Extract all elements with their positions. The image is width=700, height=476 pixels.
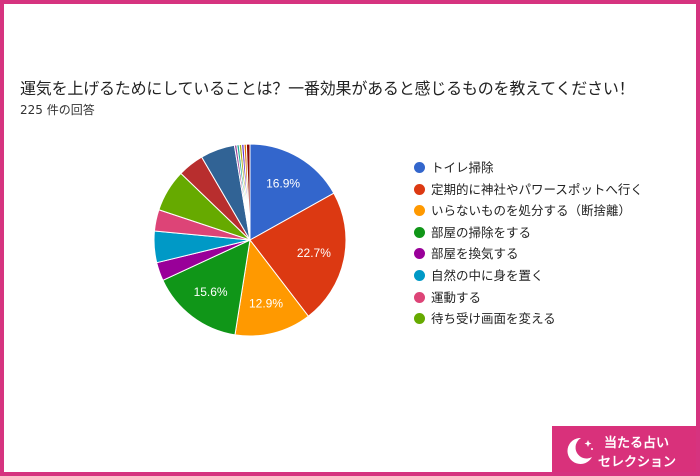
legend-swatch	[414, 205, 425, 217]
logo-text-line2: セレクション	[598, 455, 677, 470]
legend-label: 待ち受け画面を変える	[431, 311, 556, 327]
legend-item: 部屋の掃除をする	[414, 224, 643, 246]
legend-label: 部屋の掃除をする	[431, 224, 532, 240]
legend-label: いらないものを処分する（断捨離）	[431, 203, 632, 219]
crescent-moon-icon	[567, 437, 593, 464]
pie-slices	[153, 143, 347, 337]
pie-data-label: 22.7%	[297, 246, 331, 260]
legend-swatch	[414, 162, 425, 173]
pie-data-label: 12.9%	[249, 296, 283, 310]
pie-slice	[249, 192, 347, 317]
legend-label: 運動する	[431, 289, 482, 305]
legend-item: トイレ掃除	[414, 159, 643, 181]
legend-item: 部屋を換気する	[414, 245, 643, 267]
legend-label: トイレ掃除	[431, 160, 494, 175]
legend-item: いらないものを処分する（断捨離）	[414, 202, 643, 224]
legend-label: 自然の中に身を置く	[431, 267, 544, 283]
chart-legend: トイレ掃除定期的に神社やパワースポットへ行く いらないものを処分する（断捨離） 部屋…	[414, 159, 643, 332]
legend-item: 自然の中に身を置く	[414, 267, 643, 289]
legend-item: 定期的に神社やパワースポットへ行く	[414, 181, 643, 203]
legend-swatch	[414, 226, 425, 238]
pie-data-label: 16.9%	[266, 177, 300, 191]
pie-slice	[162, 239, 251, 336]
legend-item: 待ち受け画面を変える	[414, 310, 643, 332]
pie-data-labels: 16.9% 22.7% 12.9% 15.6%	[194, 177, 332, 311]
pie-slice	[245, 143, 251, 241]
legend-swatch	[414, 183, 425, 195]
pie-slice	[249, 143, 335, 241]
legend-swatch	[414, 269, 425, 281]
legend-swatch	[414, 291, 425, 303]
logo-text-line1: 当たる占い	[604, 436, 670, 451]
pie-slice	[234, 238, 310, 337]
legend-label: 部屋を換気する	[431, 246, 519, 262]
legend-swatch	[414, 313, 425, 325]
chart-title: 運気を上げるためにしていることは？一番効果があると感じるものを教えてください！	[20, 79, 635, 98]
legend-swatch	[414, 248, 425, 260]
site-logo[interactable]: 当たる占い セレクション	[552, 426, 696, 472]
response-count: 225 件の回答	[20, 103, 95, 117]
legend-item: 運動する	[414, 289, 643, 311]
pie-data-label: 15.6%	[194, 285, 228, 299]
legend-label: 定期的に神社やパワースポットへ行く	[431, 181, 643, 197]
